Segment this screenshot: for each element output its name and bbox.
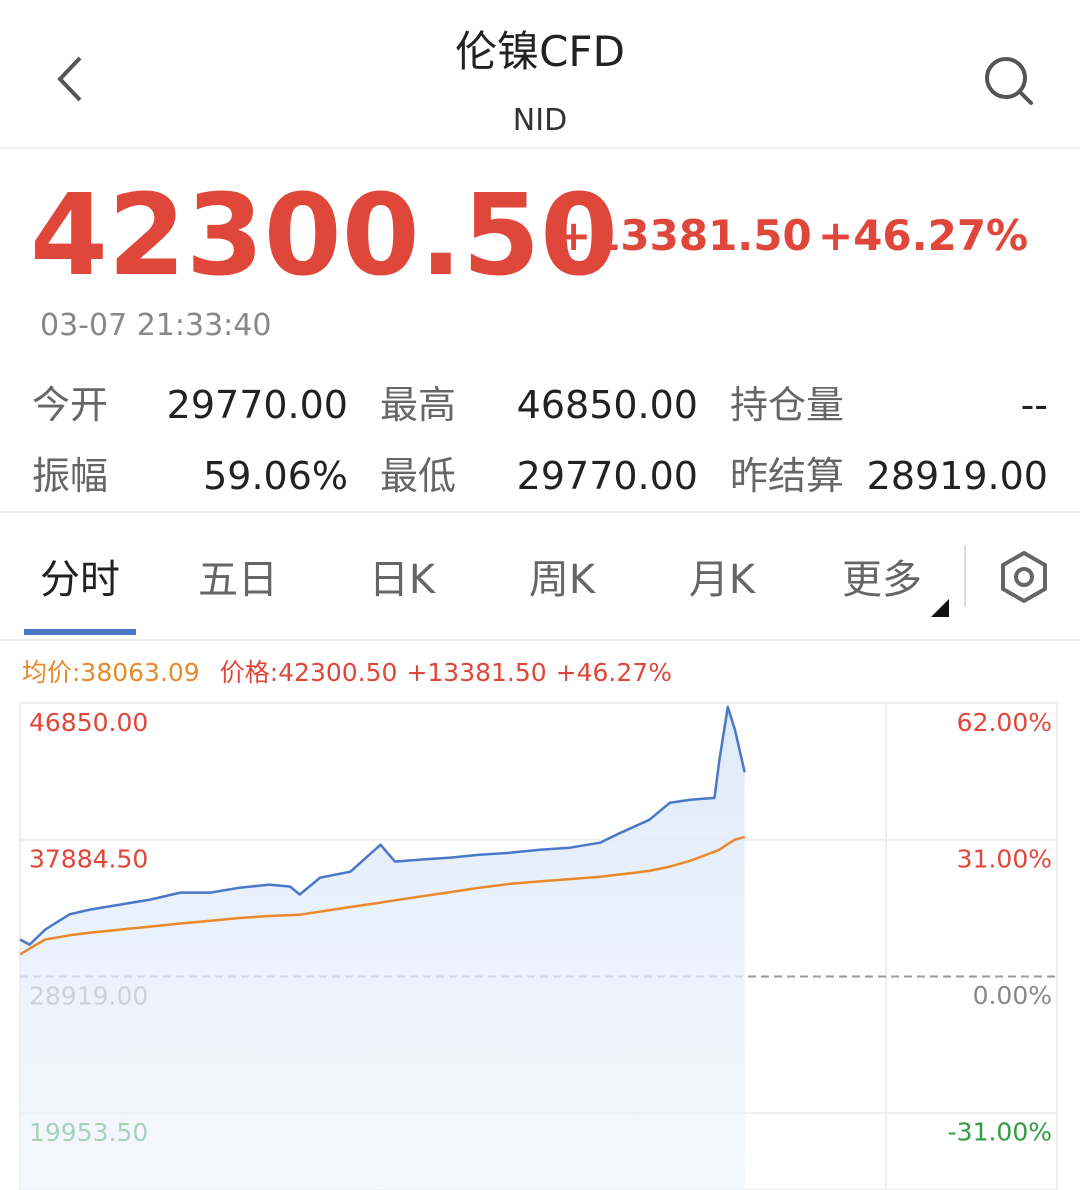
y2-tick-label: 0.00%: [973, 981, 1052, 1010]
period-tab[interactable]: 分时: [40, 557, 120, 603]
more-indicator: [931, 599, 949, 617]
last-price: 42300.50: [30, 171, 618, 301]
period-tab[interactable]: 更多: [842, 557, 922, 603]
stat-value: 28919.00: [867, 454, 1048, 498]
stat-value: 29770.00: [167, 383, 348, 427]
price-change-percent: +46.27%: [818, 211, 1028, 260]
settings-button[interactable]: [1001, 550, 1047, 604]
y2-tick-label: 31.00%: [957, 844, 1052, 873]
back-button[interactable]: [57, 56, 82, 102]
stat-value: 59.06%: [203, 454, 348, 498]
y-tick-label: 46850.00: [29, 708, 148, 737]
stat-value: 29770.00: [517, 454, 698, 498]
page-title: 伦镍CFD: [455, 27, 625, 76]
settings-icon: [1014, 567, 1034, 587]
legend-entry: +46.27%: [556, 658, 672, 687]
active-tab-indicator: [24, 629, 136, 635]
stat-label: 持仓量: [730, 383, 844, 427]
legend-entry: 均价:38063.09: [22, 658, 200, 687]
quote-time: 03-07 21:33:40: [40, 308, 271, 343]
stat-label: 最低: [380, 454, 456, 498]
stat-label: 昨结算: [730, 454, 844, 498]
series-line: [19, 705, 746, 946]
period-tab[interactable]: 月K: [689, 557, 757, 603]
page-subtitle: NID: [513, 103, 567, 138]
series-line: [19, 835, 746, 956]
stat-label: 最高: [380, 383, 456, 427]
period-tab[interactable]: 日K: [369, 557, 437, 603]
y2-tick-label: -31.00%: [948, 1117, 1052, 1146]
legend-entry: +13381.50: [406, 658, 546, 687]
legend: 均价:38063.09 价格:42300.50 +13381.50 +46.27%: [22, 658, 672, 687]
y-tick-label: 37884.50: [29, 845, 148, 874]
price-change: +13381.50: [556, 211, 812, 260]
stat-value: 46850.00: [517, 383, 698, 427]
stat-label: 振幅: [32, 454, 108, 498]
stat-label: 今开: [32, 383, 108, 427]
search-icon: [985, 57, 1027, 99]
settings-icon: [1001, 550, 1047, 604]
y2-tick-label: 62.00%: [957, 708, 1052, 737]
search-button[interactable]: [985, 57, 1033, 105]
period-tab[interactable]: 周K: [529, 557, 597, 603]
search-icon: [1018, 90, 1033, 105]
price-area: [20, 707, 745, 1190]
period-tab[interactable]: 五日: [198, 557, 278, 603]
stat-value: --: [1021, 383, 1048, 427]
legend-entry: 价格:42300.50: [220, 658, 398, 687]
